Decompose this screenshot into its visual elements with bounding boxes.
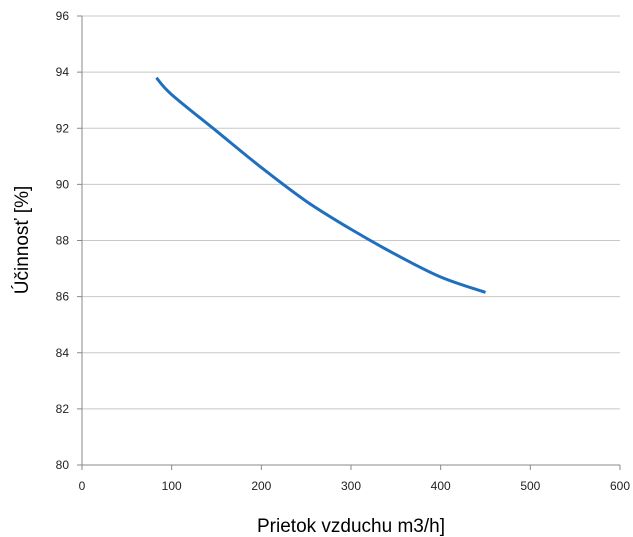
x-tick-label: 200 bbox=[251, 479, 271, 493]
x-tick-label: 600 bbox=[610, 479, 630, 493]
x-axis-title: Prietok vzduchu m3/h] bbox=[257, 516, 445, 537]
x-tick-marks bbox=[81, 465, 621, 470]
y-tick-label: 90 bbox=[56, 177, 70, 191]
y-tick-label: 88 bbox=[56, 234, 70, 248]
x-tick-labels: 0 100 200 300 400 500 600 bbox=[79, 479, 631, 493]
x-tick-label: 400 bbox=[431, 479, 451, 493]
x-tick-label: 100 bbox=[162, 479, 182, 493]
y-tick-labels: 80 82 84 86 88 90 92 94 96 bbox=[56, 9, 70, 472]
y-tick-label: 96 bbox=[56, 9, 70, 23]
y-tick-label: 94 bbox=[56, 65, 70, 79]
series-line bbox=[155, 76, 486, 294]
x-tick-label: 300 bbox=[341, 479, 361, 493]
y-tick-label: 92 bbox=[56, 121, 70, 135]
y-tick-label: 86 bbox=[56, 290, 70, 304]
y-tick-label: 84 bbox=[56, 346, 70, 360]
y-axis-title: Účinnosť [%] bbox=[11, 186, 33, 295]
y-tick-label: 80 bbox=[56, 458, 70, 472]
data-series bbox=[155, 76, 486, 294]
y-tick-label: 82 bbox=[56, 402, 70, 416]
x-tick-label: 0 bbox=[79, 479, 86, 493]
x-tick-label: 500 bbox=[520, 479, 540, 493]
grid-lines bbox=[77, 15, 620, 466]
